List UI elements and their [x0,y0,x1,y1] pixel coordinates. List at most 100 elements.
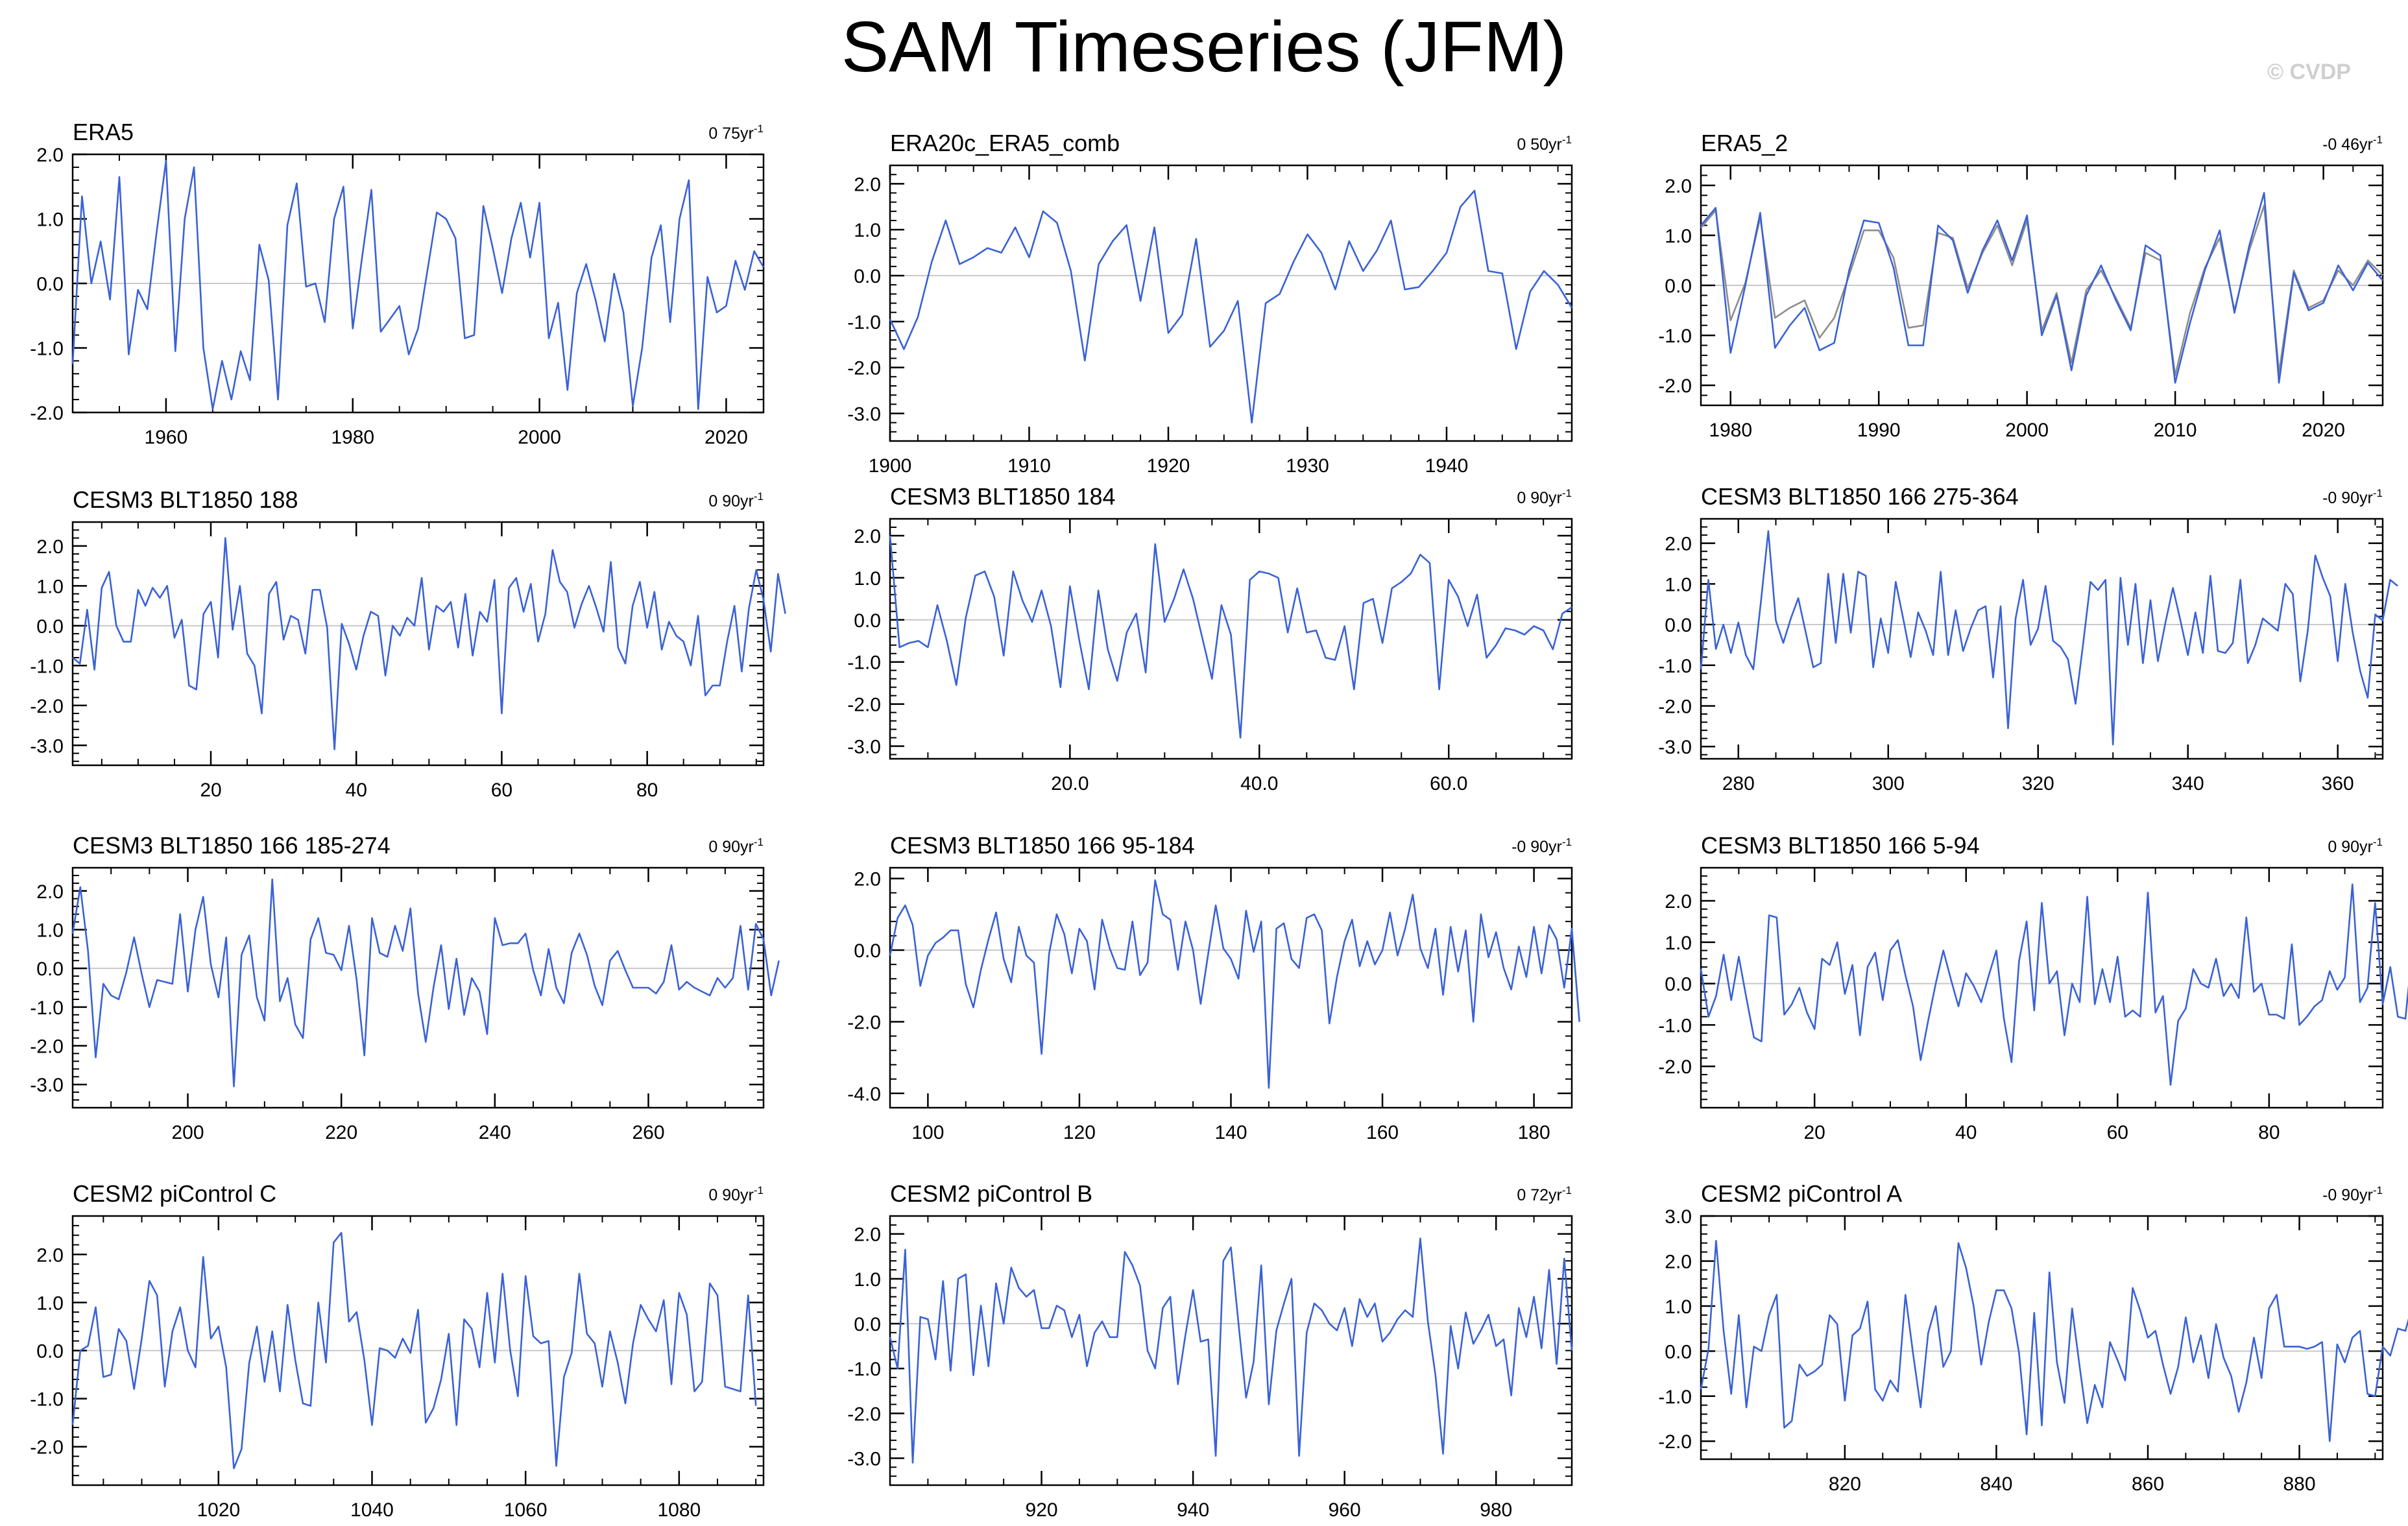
plot-frame [889,1215,1573,1486]
chart-panel: 820 840 860 880 -2.0 -1.0 0.0 1.0 2.0 3.0 CESM2 pi… [1658,1180,2408,1495]
panel-title: CESM3 BLT1850 166 5-94 [1701,832,1980,859]
y-tick-label: 3.0 [1665,1206,1692,1228]
y-tick-label: -4.0 [847,1084,881,1105]
series-line [71,160,765,411]
page-title: SAM Timeseries (JFM) [841,7,1567,87]
x-tick-label: 1990 [1857,420,1901,441]
x-tick-label: 1060 [504,1499,548,1521]
x-tick-label: 1930 [1286,455,1329,477]
panel-title: CESM3 BLT1850 166 185-274 [73,832,391,859]
y-tick-label: -1.0 [847,312,881,333]
y-tick-label: 1.0 [854,1269,881,1291]
trend-label: -0 46yr-1 [2322,134,2383,154]
plot-frame [889,518,1573,760]
x-tick-label: 220 [325,1122,357,1143]
chart-panel: 100 120 140 160 180 -4.0 -2.0 0.0 2.0 CESM3 BLT18… [847,832,1580,1143]
x-tick-label: 1910 [1007,455,1051,477]
y-tick-label: 1.0 [854,220,881,241]
x-tick-label: 1940 [1425,455,1469,477]
x-tick-label: 1900 [869,455,912,477]
panel-title: ERA20c_ERA5_comb [890,130,1120,156]
x-tick-label: 960 [1329,1499,1361,1521]
trend-label: -0 90yr-1 [1511,836,1572,856]
series-line [1700,883,2408,1086]
x-tick-label: 300 [1872,773,1905,794]
y-tick-label: -2.0 [30,1437,64,1459]
x-tick-label: 2000 [2005,420,2049,441]
chart-panel: 20.0 40.0 60.0 -3.0 -2.0 -1.0 0.0 1.0 2.0 CESM3 B… [847,483,1573,794]
y-tick-label: 2.0 [36,536,64,558]
y-tick-label: -1.0 [1658,1387,1692,1408]
y-tick-label: -1.0 [1658,326,1692,347]
x-tick-label: 100 [911,1122,944,1143]
y-tick-label: -2.0 [847,1012,881,1033]
x-tick-label: 1960 [145,427,188,448]
y-tick-label: 0.0 [1665,276,1692,297]
y-tick-label: 0.0 [1665,615,1692,636]
y-tick-label: 2.0 [1665,1251,1692,1272]
y-tick-label: -1.0 [847,1359,881,1380]
x-tick-label: 340 [2172,773,2204,794]
y-tick-label: -2.0 [30,1036,64,1058]
trend-label: 0 50yr-1 [1517,134,1572,154]
x-tick-label: 860 [2132,1473,2164,1495]
y-tick-label: -1.0 [847,652,881,674]
y-tick-label: 0.0 [1665,1341,1692,1363]
trend-label: 0 90yr-1 [708,1184,764,1204]
trend-label: 0 90yr-1 [1517,487,1572,507]
y-tick-label: 0.0 [1665,974,1692,995]
panel-title: CESM2 piControl A [1701,1180,1902,1207]
y-tick-label: 2.0 [854,526,881,547]
series-line [71,878,780,1088]
y-tick-label: -3.0 [30,1075,64,1096]
y-tick-label: -3.0 [847,404,881,425]
x-tick-label: 80 [636,780,658,801]
y-tick-label: 2.0 [36,881,64,903]
trend-label: 0 75yr-1 [708,123,764,143]
series-line [1700,192,2383,384]
y-tick-label: -2.0 [30,696,64,717]
x-tick-label: 40 [1955,1122,1977,1143]
panel-title: ERA5 [73,119,134,145]
x-tick-label: 280 [1722,773,1755,794]
y-tick-label: 0.0 [36,616,64,638]
y-tick-label: -1.0 [30,339,64,360]
y-tick-label: 0.0 [36,959,64,980]
panel-title: CESM2 piControl C [73,1180,276,1207]
trend-label: -0 90yr-1 [2322,487,2383,507]
chart-panel: 1020 1040 1060 1080 -2.0 -1.0 0.0 1.0 2.0 CESM2 p… [30,1180,765,1521]
trend-label: 0 72yr-1 [1517,1184,1572,1204]
x-tick-label: 60 [2107,1122,2128,1143]
x-tick-label: 80 [2258,1122,2280,1143]
panel-title: CESM3 BLT1850 188 [73,486,298,513]
x-tick-label: 2000 [518,427,561,448]
x-tick-label: 2010 [2154,420,2197,441]
trend-label: 0 90yr-1 [708,836,764,856]
plot-frame [889,866,1573,1109]
x-tick-label: 40.0 [1240,773,1278,794]
y-tick-label: 0.0 [854,266,881,287]
panel-title: CESM3 BLT1850 166 95-184 [890,832,1195,859]
x-tick-label: 260 [632,1122,664,1143]
x-tick-label: 880 [2283,1473,2316,1495]
x-tick-label: 180 [1518,1122,1550,1143]
y-tick-label: -2.0 [1658,696,1692,717]
panel-title: CESM3 BLT1850 184 [890,483,1116,510]
y-tick-label: -2.0 [1658,376,1692,397]
y-tick-label: 0.0 [854,940,881,962]
panel-title: CESM3 BLT1850 166 275-364 [1701,483,2019,510]
trend-label: 0 90yr-1 [708,490,764,510]
plot-frame [1700,1215,2384,1460]
y-tick-label: -2.0 [1658,1431,1692,1453]
chart-panel: 1960 1980 2000 2020 -2.0 -1.0 0.0 1.0 2.0 ERA5 0 7… [30,119,765,448]
y-tick-label: 1.0 [36,576,64,597]
x-tick-label: 1020 [197,1499,240,1521]
x-tick-label: 20 [200,780,221,801]
y-tick-label: 0.0 [854,1314,881,1335]
y-tick-label: -2.0 [1658,1056,1692,1078]
y-tick-label: -3.0 [1658,737,1692,758]
series-line [889,879,1580,1089]
y-tick-label: -1.0 [1658,656,1692,677]
x-tick-label: 2020 [704,427,748,448]
